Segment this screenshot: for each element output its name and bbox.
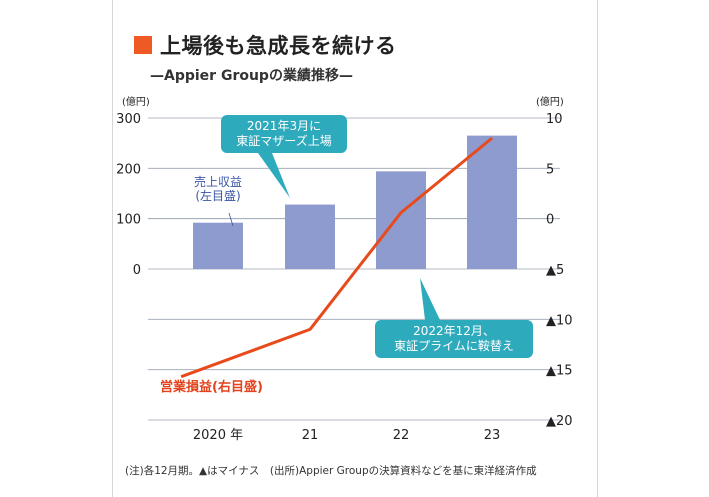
left-tick-label: 200 (116, 162, 141, 177)
callout-text: 東証プライムに鞍替え (394, 338, 514, 353)
footnote: (注)各12月期。▲はマイナス (出所)Appier Groupの決算資料などを… (125, 465, 537, 477)
chart-header: 上場後も急成長を続ける (134, 32, 397, 58)
bar-series (193, 135, 517, 269)
operating-profit-series-label: 営業損益(右目盛) (160, 379, 263, 395)
category-label: 22 (393, 428, 410, 443)
operating-profit-line (180, 136, 493, 379)
chart-subtitle: —Appier Groupの業績推移— (150, 68, 353, 84)
right-tick-label: ▲5 (546, 263, 564, 278)
left-tick-label: 0 (133, 263, 141, 278)
callout-box (375, 320, 533, 358)
right-axis-unit: (億円) (536, 95, 564, 108)
callout-text: 2021年3月に (247, 119, 321, 133)
chart-title: 上場後も急成長を続ける (160, 34, 397, 58)
axes: 300 200 100 0 10 5 0 ▲5 ▲10 ▲15 ▲20 (億円) (億円) 2020 年 2… (116, 95, 572, 443)
callout-pointer (258, 153, 290, 198)
callout-text: 2022年12月、 (413, 324, 495, 338)
left-axis-unit: (億円) (122, 95, 150, 108)
revenue-bar (376, 171, 426, 269)
revenue-bar (193, 222, 243, 269)
series-labels: 売上収益(左目盛) 営業損益(右目盛) (160, 174, 263, 395)
right-tick-label: 10 (546, 112, 563, 127)
right-tick-label: ▲15 (546, 364, 573, 379)
category-label: 23 (484, 428, 501, 443)
right-tick-label: 5 (546, 162, 554, 177)
revenue-series-label: 売上収益 (194, 174, 242, 189)
category-label: 2020 年 (193, 428, 243, 443)
right-tick-label: ▲10 (546, 313, 573, 328)
callout-text: 東証マザーズ上場 (236, 133, 331, 148)
left-tick-label: 300 (116, 112, 141, 127)
category-label: 21 (302, 428, 319, 443)
right-tick-label: ▲20 (546, 414, 573, 429)
callout-pointer (420, 278, 440, 320)
title-marker (134, 36, 152, 54)
revenue-series-label: (左目盛) (195, 188, 240, 203)
right-tick-label: 0 (546, 213, 554, 228)
revenue-bar (285, 204, 335, 269)
revenue-bar (467, 135, 517, 269)
callout-box (221, 115, 347, 153)
left-tick-label: 100 (116, 213, 141, 228)
article-frame (112, 0, 598, 497)
line-series (180, 136, 493, 379)
revenue-label-leader (228, 212, 234, 227)
